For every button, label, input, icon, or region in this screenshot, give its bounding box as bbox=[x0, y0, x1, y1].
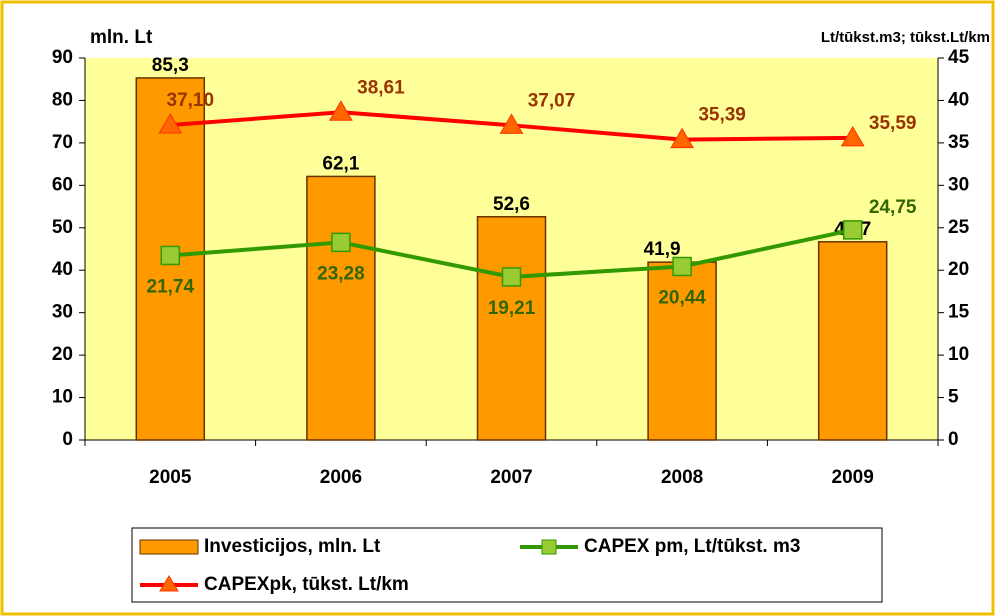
bar bbox=[647, 261, 717, 441]
y2-tick-label: 45 bbox=[948, 47, 970, 68]
x-tick-label: 2005 bbox=[149, 467, 192, 488]
legend bbox=[131, 527, 883, 603]
line-value-label: 35,59 bbox=[869, 113, 917, 134]
bar-value-label: 41,9 bbox=[644, 239, 681, 260]
y-tick-label: 0 bbox=[62, 429, 73, 450]
x-tick-label: 2006 bbox=[320, 467, 362, 488]
line-value-label: 24,75 bbox=[869, 197, 917, 218]
bar bbox=[817, 241, 888, 441]
marker bbox=[670, 127, 694, 149]
bar-value-label: 85,3 bbox=[152, 55, 189, 76]
y-tick-label: 30 bbox=[52, 302, 73, 323]
bar-value-label: 52,6 bbox=[493, 194, 530, 215]
line-value-label: 21,74 bbox=[147, 276, 195, 297]
marker bbox=[499, 113, 524, 134]
legend-label: Investicijos, mln. Lt bbox=[204, 536, 381, 557]
y-tick-label: 60 bbox=[52, 174, 73, 195]
y2-tick-label: 15 bbox=[948, 302, 970, 323]
marker bbox=[160, 245, 181, 266]
y-tick-label: 90 bbox=[52, 47, 73, 68]
marker bbox=[158, 113, 183, 134]
x-tick-label: 2007 bbox=[490, 467, 532, 488]
y2-tick-label: 20 bbox=[948, 259, 969, 280]
marker bbox=[331, 232, 351, 253]
y2-tick-label: 25 bbox=[948, 217, 970, 238]
x-tick-label: 2008 bbox=[661, 467, 703, 488]
legend-label: CAPEX pm, Lt/tūkst. m3 bbox=[584, 536, 800, 557]
legend-label: CAPEXpk, tūkst. Lt/km bbox=[204, 574, 409, 595]
y-tick-label: 10 bbox=[52, 387, 73, 408]
y2-tick-label: 30 bbox=[948, 174, 969, 195]
y2-tick-label: 5 bbox=[948, 387, 959, 408]
legend-swatch bbox=[139, 539, 199, 555]
x-tick-label: 2009 bbox=[832, 467, 874, 488]
y2-tick-label: 0 bbox=[948, 429, 959, 450]
y2-tick-label: 10 bbox=[948, 344, 969, 365]
line-value-label: 35,39 bbox=[698, 105, 746, 126]
marker bbox=[501, 267, 522, 287]
y-axis-title: mln. Lt bbox=[90, 27, 153, 48]
line-value-label: 37,07 bbox=[528, 90, 576, 111]
legend-marker bbox=[159, 575, 179, 592]
y-tick-label: 20 bbox=[52, 344, 73, 365]
line-value-label: 37,10 bbox=[167, 90, 215, 111]
legend-marker bbox=[541, 539, 557, 555]
y2-tick-label: 40 bbox=[948, 89, 969, 110]
marker bbox=[842, 220, 863, 240]
y-tick-label: 40 bbox=[52, 259, 73, 280]
y-tick-label: 80 bbox=[52, 89, 73, 110]
marker bbox=[329, 100, 353, 121]
line-value-label: 20,44 bbox=[658, 288, 706, 309]
line-value-label: 19,21 bbox=[488, 298, 536, 319]
y-tick-label: 50 bbox=[52, 217, 73, 238]
y2-axis-title: Lt/tūkst.m3; tūkst.Lt/km bbox=[821, 29, 990, 46]
marker bbox=[672, 256, 692, 277]
bar bbox=[306, 175, 376, 441]
bar-value-label: 62,1 bbox=[322, 153, 359, 174]
line-value-label: 23,28 bbox=[317, 263, 365, 284]
y-tick-label: 70 bbox=[52, 132, 73, 153]
y2-tick-label: 35 bbox=[948, 132, 970, 153]
line-value-label: 38,61 bbox=[357, 77, 405, 98]
bar bbox=[476, 215, 547, 441]
marker bbox=[840, 125, 865, 147]
